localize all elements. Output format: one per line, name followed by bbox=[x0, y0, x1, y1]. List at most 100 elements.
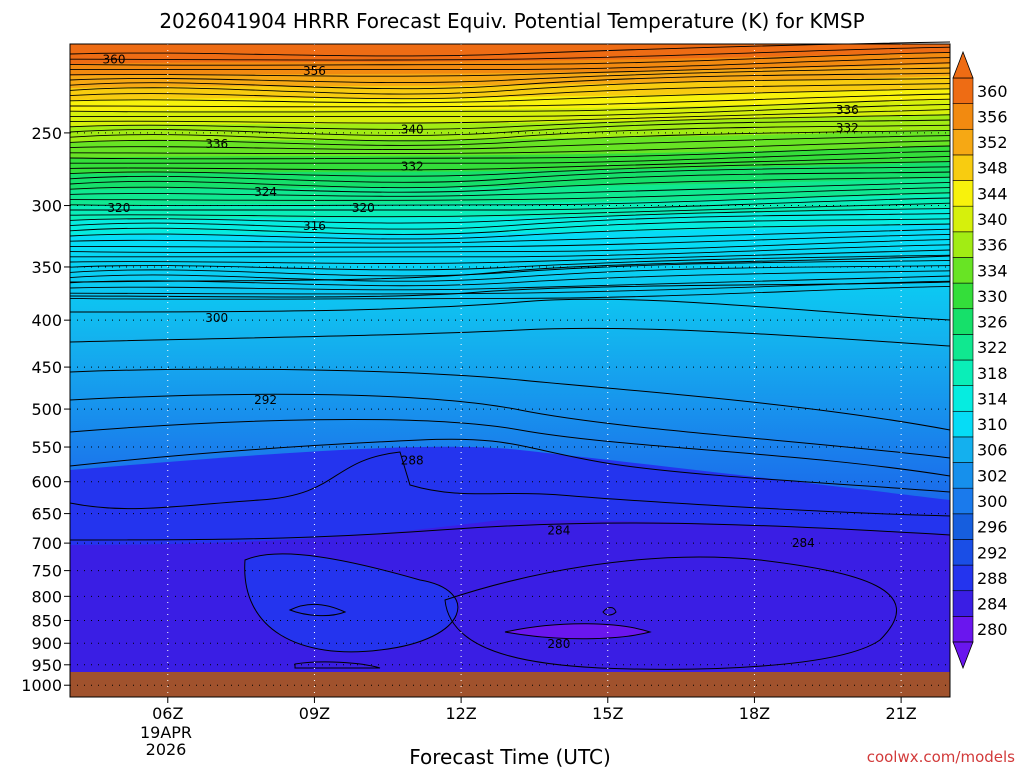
contour-line bbox=[69, 114, 951, 130]
contour-line bbox=[294, 661, 381, 669]
colorbar-segment bbox=[952, 359, 974, 386]
contour-line bbox=[69, 255, 951, 283]
colorbar-segment bbox=[952, 103, 974, 130]
colorbar-label: 330 bbox=[977, 287, 1008, 306]
colorbar-label: 292 bbox=[977, 543, 1008, 562]
y-tick-label: 300 bbox=[31, 197, 62, 216]
contour-lines bbox=[69, 41, 951, 670]
colorbar-segment bbox=[952, 282, 974, 310]
contour-label: 288 bbox=[401, 454, 424, 468]
colorbar-label: 318 bbox=[977, 364, 1008, 383]
contour-line bbox=[69, 239, 951, 253]
contour-line bbox=[69, 140, 951, 155]
colorbar-segment bbox=[952, 385, 974, 412]
contour-label: 360 bbox=[103, 53, 126, 67]
colorbar-segment bbox=[952, 257, 974, 284]
plot-frame bbox=[69, 43, 951, 698]
y-axis: 250 300 350 400 450 500 550 600 650 700 750 800 850 9… bbox=[21, 124, 70, 695]
y-tick-label: 550 bbox=[31, 438, 62, 457]
colorbar-label: 356 bbox=[977, 107, 1008, 126]
contour-line bbox=[69, 46, 951, 61]
contour-line bbox=[69, 418, 951, 477]
colorbar-top-arrow bbox=[952, 50, 974, 79]
x-axis: 06Z 09Z 12Z 15Z 18Z 21Z bbox=[152, 697, 917, 723]
y-tick-label: 650 bbox=[31, 505, 62, 524]
contour-line bbox=[69, 368, 951, 431]
contour-line bbox=[69, 166, 951, 183]
contour-line bbox=[69, 145, 951, 160]
date-label-day: 19APR bbox=[140, 723, 192, 742]
fill-pocket bbox=[244, 553, 458, 652]
contour-line bbox=[69, 522, 951, 541]
colorbar-label: 340 bbox=[977, 210, 1008, 229]
contour-line bbox=[69, 171, 951, 189]
contour-line bbox=[444, 556, 897, 670]
contour-line bbox=[69, 135, 951, 150]
colorbar-segment bbox=[952, 616, 974, 643]
contour-line bbox=[69, 119, 951, 136]
chart-title: 2026041904 HRRR Forecast Equiv. Potentia… bbox=[159, 9, 864, 33]
colorbar-segment bbox=[952, 590, 974, 617]
colorbar-label: 360 bbox=[977, 82, 1008, 101]
contour-label: 320 bbox=[107, 201, 130, 215]
contour-label: 332 bbox=[836, 121, 859, 135]
contour-line bbox=[69, 265, 951, 282]
colorbar-segment bbox=[952, 539, 974, 566]
contour-line bbox=[69, 129, 951, 146]
y-tick-label: 700 bbox=[31, 534, 62, 553]
colorbar-segment bbox=[952, 231, 974, 258]
y-tick-label: 900 bbox=[31, 634, 62, 653]
contour-line bbox=[69, 451, 951, 517]
colorbar-segment bbox=[952, 462, 974, 489]
x-axis-title: Forecast Time (UTC) bbox=[409, 745, 611, 768]
contour-line bbox=[69, 98, 951, 113]
contour-line bbox=[69, 72, 951, 90]
colorbar-segment bbox=[952, 410, 974, 438]
colorbar-label: 352 bbox=[977, 133, 1008, 152]
fill-284 bbox=[70, 520, 950, 697]
colorbar-segment bbox=[952, 308, 974, 335]
colorbar-label: 348 bbox=[977, 159, 1008, 178]
colorbar-segment bbox=[952, 77, 974, 104]
y-tick-label: 800 bbox=[31, 587, 62, 606]
y-tick-label: 350 bbox=[31, 258, 62, 277]
contour-line bbox=[69, 233, 951, 248]
date-label-year: 2026 bbox=[146, 740, 187, 759]
credit-link[interactable]: coolwx.com/models bbox=[867, 748, 1015, 766]
x-tick-label: 09Z bbox=[299, 704, 330, 723]
contour-label: 280 bbox=[547, 637, 570, 651]
colorbar-label: 284 bbox=[977, 595, 1008, 614]
x-tick-label: 15Z bbox=[592, 704, 623, 723]
y-tick-label: 950 bbox=[31, 656, 62, 675]
contour-line bbox=[69, 187, 951, 201]
y-tick-label: 500 bbox=[31, 400, 62, 419]
contour-line bbox=[69, 41, 951, 57]
colorbar-segment bbox=[952, 513, 974, 540]
colorbar-label: 310 bbox=[977, 415, 1008, 434]
contour-label: 320 bbox=[352, 201, 375, 215]
contour-label: 316 bbox=[303, 219, 326, 233]
contour-line bbox=[69, 298, 951, 321]
contour-line bbox=[244, 553, 459, 653]
contour-line bbox=[69, 438, 951, 493]
ground-fill bbox=[70, 672, 950, 697]
contour-label: 300 bbox=[205, 311, 228, 325]
x-tick-label: 18Z bbox=[739, 704, 770, 723]
contour-line bbox=[69, 281, 951, 298]
contour-label: 324 bbox=[254, 185, 277, 199]
colorbar-label: 288 bbox=[977, 569, 1008, 588]
contour-labels: 360 356 340 336 336 332 332 324 320 320 316 300 292 2… bbox=[103, 53, 859, 652]
colorbar-segment bbox=[952, 180, 974, 207]
colorbar-label: 336 bbox=[977, 236, 1008, 255]
x-tick-label: 21Z bbox=[885, 704, 916, 723]
colorbar-label: 326 bbox=[977, 313, 1008, 332]
contour-line bbox=[69, 213, 951, 230]
colorbar: 280 284 288 292 296 300 302 306 310 314 318 322 326 3… bbox=[952, 50, 1008, 670]
contour-line bbox=[69, 285, 951, 300]
contour-line bbox=[288, 603, 347, 617]
y-tick-label: 1000 bbox=[21, 676, 62, 695]
colorbar-segment bbox=[952, 436, 974, 463]
colorbar-segment bbox=[952, 564, 974, 592]
colorbar-segment bbox=[952, 487, 974, 515]
